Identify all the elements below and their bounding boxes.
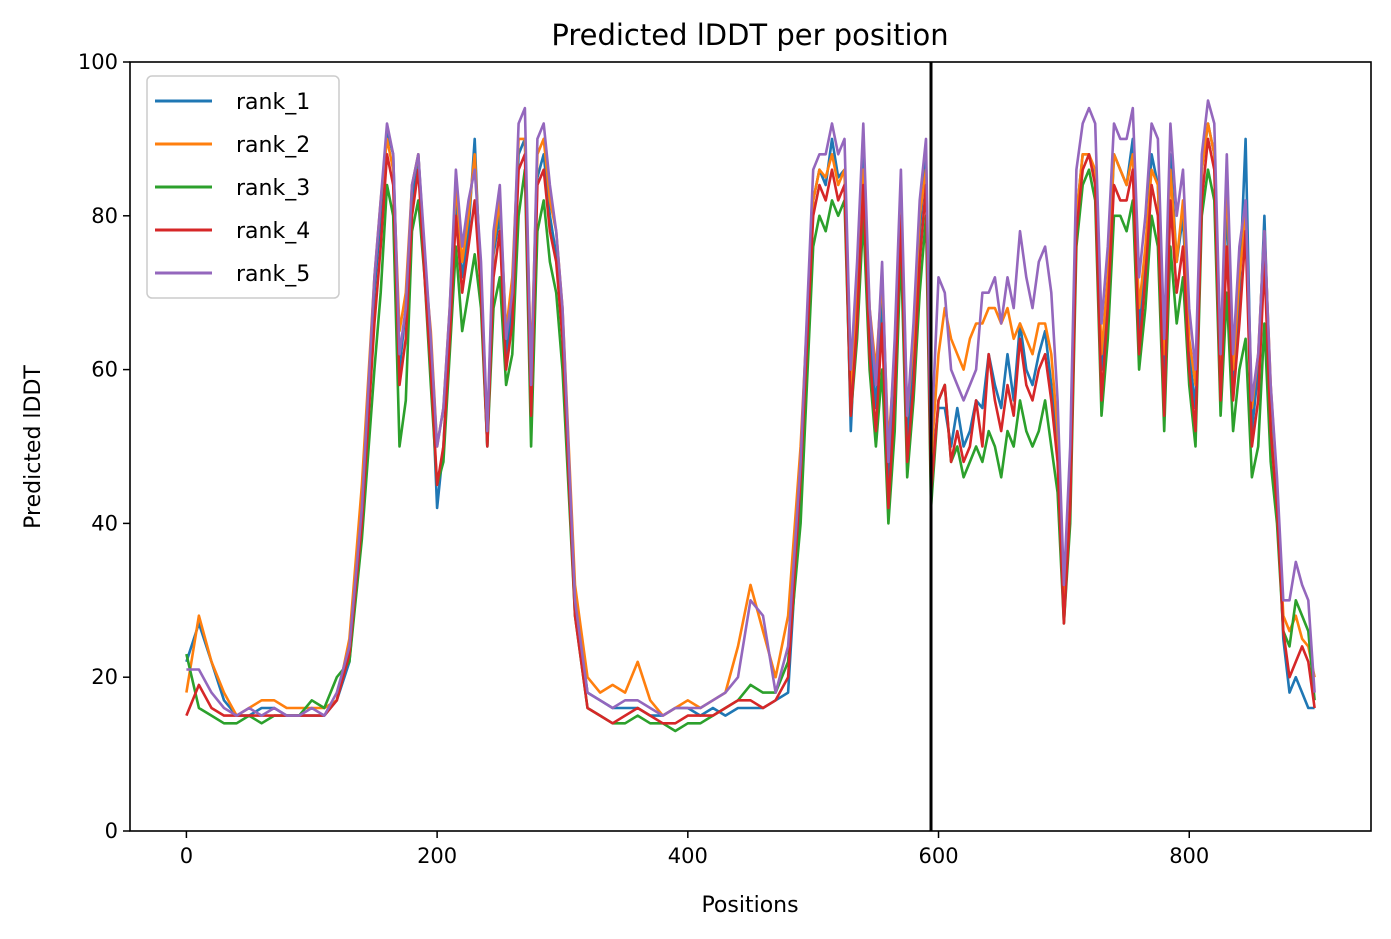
plot-area (185, 62, 1316, 831)
series-line-rank_5 (186, 99, 1316, 717)
x-tick-label: 600 (918, 844, 958, 868)
y-tick-label: 20 (91, 665, 118, 689)
y-tick-label: 0 (105, 819, 118, 843)
legend-label-rank_4: rank_4 (236, 219, 310, 244)
x-tick-label: 0 (180, 844, 193, 868)
x-tick-label: 200 (417, 844, 457, 868)
series-group (185, 99, 1316, 733)
y-tick-label: 80 (91, 204, 118, 228)
legend: rank_1 rank_2 rank_3 rank_4 rank_5 (146, 75, 340, 299)
y-tick-label: 100 (78, 50, 118, 74)
legend-label-rank_5: rank_5 (236, 262, 310, 287)
legend-box (146, 75, 340, 299)
y-tick-label: 60 (91, 358, 118, 382)
x-tick-label: 400 (668, 844, 708, 868)
y-tick-label: 40 (91, 511, 118, 535)
series-line-rank_4 (185, 137, 1316, 725)
x-axis-label: Positions (701, 893, 798, 918)
y-axis-label: Predicted lDDT (21, 365, 46, 529)
chart-title: Predicted lDDT per position (551, 18, 948, 52)
y-axis: 0 20 40 60 80 100 (78, 50, 130, 843)
legend-label-rank_2: rank_2 (236, 133, 310, 158)
x-axis: 0 200 400 600 800 (180, 831, 1209, 868)
x-tick-label: 800 (1169, 844, 1209, 868)
legend-label-rank_3: rank_3 (236, 176, 310, 201)
plot-frame (129, 61, 1372, 832)
legend-label-rank_1: rank_1 (236, 90, 310, 115)
